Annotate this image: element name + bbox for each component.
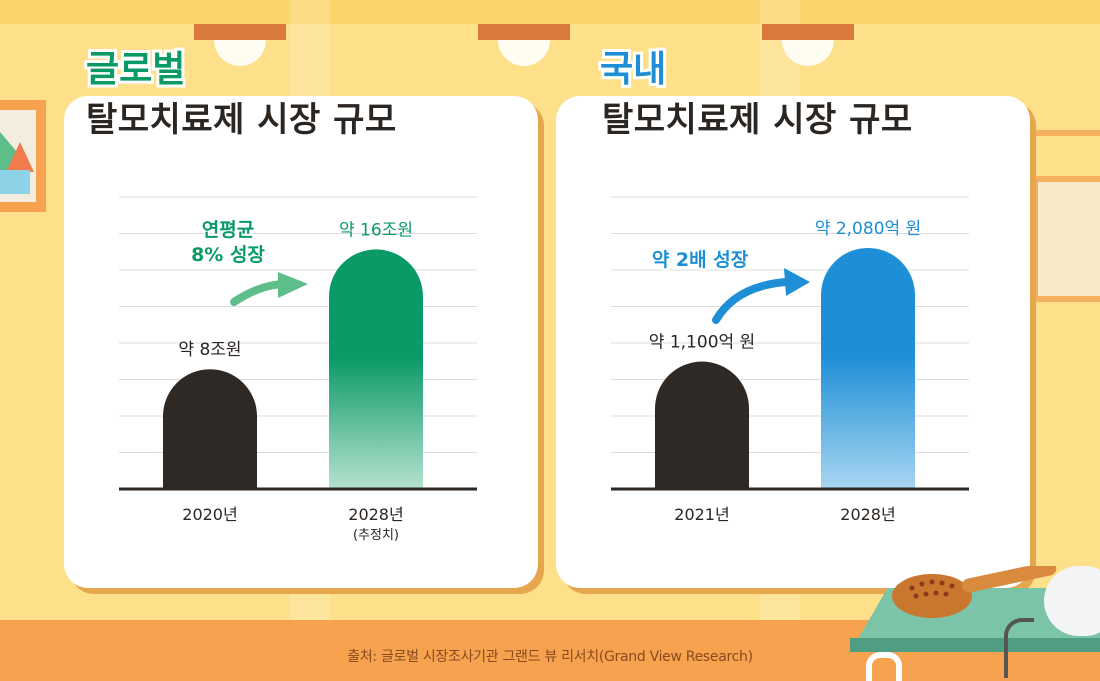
bar xyxy=(655,361,749,489)
global-title-top: 글로벌 xyxy=(83,47,188,93)
tick-label: 2020년 xyxy=(182,505,237,524)
domestic-market-card: 약 1,100억 원 2021년 약 2,080억 원 2028년 약 2배 성장 xyxy=(556,96,1030,588)
table-leg xyxy=(866,652,902,681)
data-label: 약 8조원 xyxy=(178,340,241,360)
tick-label: 2028년 xyxy=(348,505,403,524)
growth-annotation: 약 2배 성장 xyxy=(652,249,749,271)
data-label: 약 2,080억 원 xyxy=(815,219,921,239)
wall-panel xyxy=(1032,176,1100,302)
ceiling-lamp-icon xyxy=(194,24,286,66)
tick-label: 2028년 xyxy=(840,505,895,524)
growth-arrow-icon xyxy=(712,278,790,324)
ceiling-lamp-icon xyxy=(478,24,570,66)
hair-dryer-icon xyxy=(1044,566,1100,636)
global-title: 탈모치료제 시장 규모 xyxy=(86,100,397,140)
growth-annotation: 8% 성장 xyxy=(191,244,265,266)
ceiling-lamp-icon xyxy=(762,24,854,66)
source-citation: 출처: 글로벌 시장조사기관 그랜드 뷰 리서치(Grand View Rese… xyxy=(347,649,753,665)
table-edge xyxy=(850,638,1100,652)
data-label: 약 16조원 xyxy=(339,220,413,240)
tick-label: 2021년 xyxy=(674,505,729,524)
domestic-market-chart: 약 1,100억 원 2021년 약 2,080억 원 2028년 약 2배 성장 xyxy=(611,196,969,524)
background-top-band xyxy=(0,0,1100,24)
dryer-cord xyxy=(1004,618,1034,678)
domestic-title-top: 국내 xyxy=(597,47,669,93)
bar xyxy=(163,369,257,489)
wall-shelf-line xyxy=(1032,130,1100,136)
growth-arrow-head xyxy=(278,272,308,298)
wall-picture-icon xyxy=(0,100,46,212)
bar xyxy=(329,249,423,489)
bar xyxy=(821,247,915,489)
hairbrush-icon xyxy=(892,566,1057,618)
growth-arrow-head xyxy=(784,268,810,296)
global-market-card: 약 8조원 2020년 약 16조원 2028년 (추정치) 연평균 8% 성장 xyxy=(64,96,538,588)
global-market-chart: 약 8조원 2020년 약 16조원 2028년 (추정치) 연평균 8% 성장 xyxy=(119,196,477,543)
data-label: 약 1,100억 원 xyxy=(649,333,755,353)
domestic-title: 탈모치료제 시장 규모 xyxy=(602,100,913,140)
growth-annotation: 연평균 xyxy=(202,219,254,241)
tick-note: (추정치) xyxy=(353,528,399,543)
